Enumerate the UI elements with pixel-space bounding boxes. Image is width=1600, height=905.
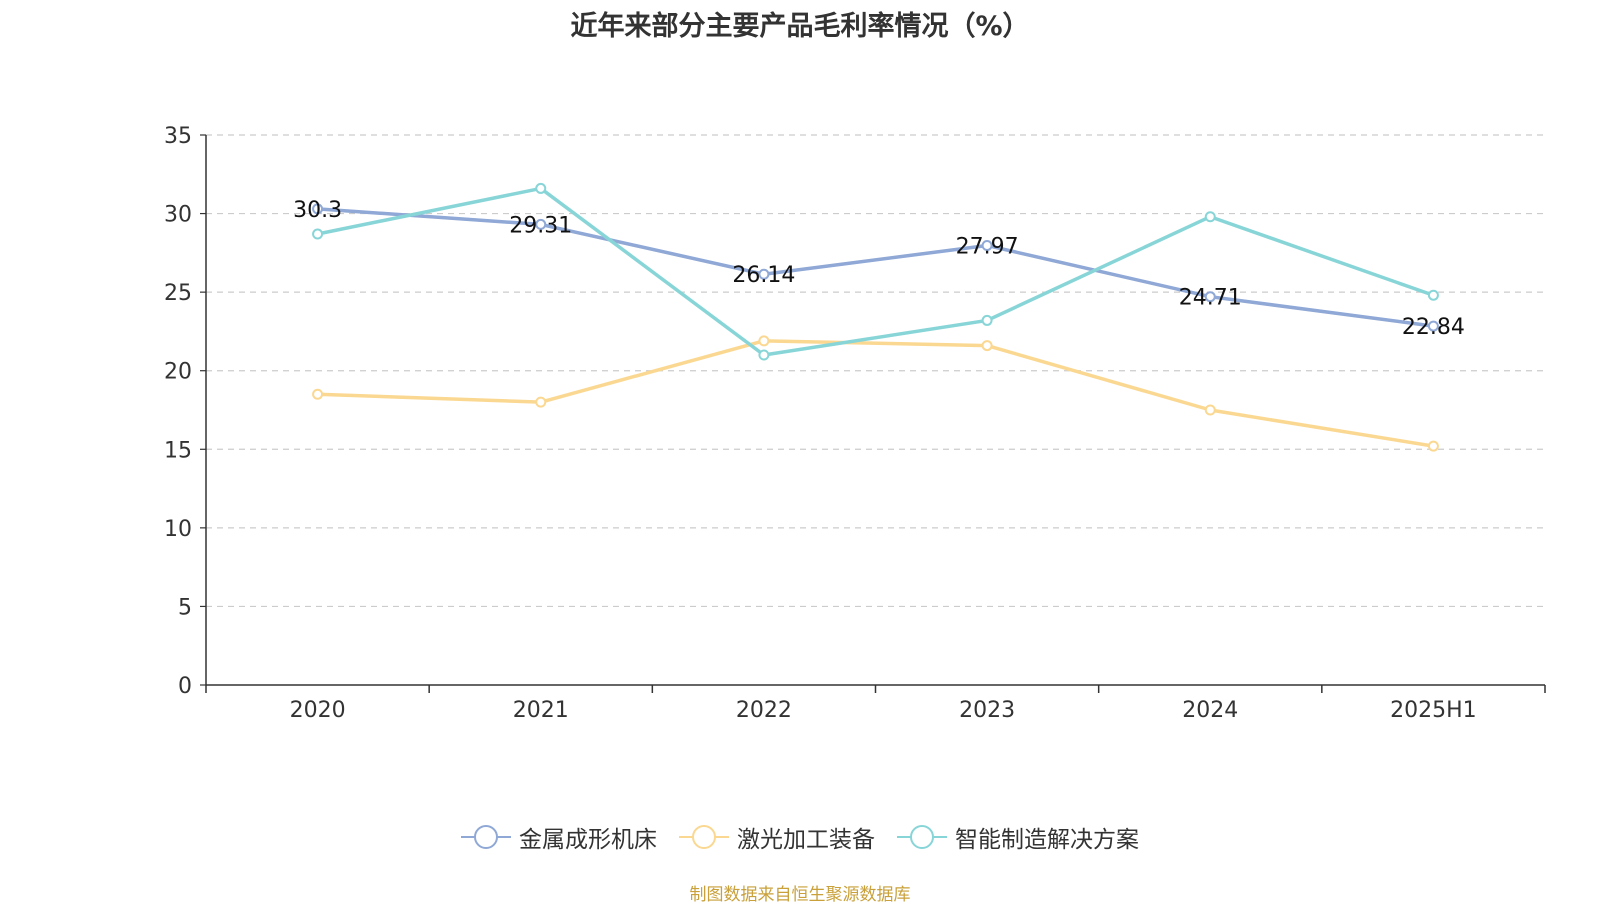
source-note: 制图数据来自恒生聚源数据库 [689, 885, 911, 905]
legend-item[interactable]: 智能制造解决方案 [897, 820, 1139, 854]
legend-label: 激光加工装备 [737, 827, 875, 853]
y-tick-label: 25 [164, 281, 192, 306]
series-lines [312, 182, 1439, 452]
data-point[interactable] [535, 218, 547, 230]
legend-label: 金属成形机床 [519, 827, 657, 853]
legend-marker-icon [461, 825, 511, 849]
data-point[interactable] [1204, 211, 1216, 223]
data-point[interactable] [312, 388, 324, 400]
data-point[interactable] [312, 228, 324, 240]
y-tick-label: 0 [178, 674, 192, 699]
data-label: 30.3 [293, 198, 342, 223]
legend-marker-icon [897, 825, 947, 849]
x-tick-label: 2025H1 [1390, 698, 1477, 723]
x-tick-label: 2024 [1182, 698, 1238, 723]
data-labels: 30.3 29.31 26.14 27.97 24.71 22.84 [293, 198, 1465, 340]
x-tick-label: 2022 [736, 698, 792, 723]
series-line [315, 207, 1436, 328]
x-tick-label: 2020 [290, 698, 346, 723]
legend-label: 智能制造解决方案 [955, 827, 1139, 853]
data-point[interactable] [981, 239, 993, 251]
data-point[interactable] [535, 182, 547, 194]
data-point[interactable] [758, 349, 770, 361]
x-tick-label: 2021 [513, 698, 569, 723]
data-point[interactable] [981, 314, 993, 326]
series-line [315, 186, 1436, 357]
data-point[interactable] [1427, 320, 1439, 332]
legend-item[interactable]: 金属成形机床 [461, 820, 657, 854]
data-point[interactable] [981, 340, 993, 352]
axes: 0 5 10 15 20 25 30 35 2020 2021 2022 2023 2024 2025H1 [164, 124, 1546, 723]
legend-circle [692, 825, 716, 849]
line-chart: 0 5 10 15 20 25 30 35 2020 2021 2022 2023 2024 2025H1… [164, 124, 1546, 723]
data-point[interactable] [535, 396, 547, 408]
data-label: 24.71 [1179, 286, 1242, 311]
y-tick-label: 35 [164, 124, 192, 149]
data-point[interactable] [1427, 440, 1439, 452]
y-tick-label: 15 [164, 438, 192, 463]
data-label: 26.14 [732, 263, 795, 288]
data-label: 27.97 [956, 234, 1019, 259]
data-label: 22.84 [1402, 315, 1465, 340]
x-tick-label: 2023 [959, 698, 1015, 723]
data-point[interactable] [1427, 289, 1439, 301]
y-tick-label: 20 [164, 360, 192, 385]
chart-title: 近年来部分主要产品毛利率情况（%） [570, 11, 1030, 42]
legend: 金属成形机床 激光加工装备 智能制造解决方案 [0, 820, 1600, 854]
data-point[interactable] [1204, 291, 1216, 303]
y-tick-label: 5 [178, 595, 192, 620]
legend-circle [474, 825, 498, 849]
data-point[interactable] [1204, 404, 1216, 416]
y-tick-label: 30 [164, 203, 192, 228]
data-point[interactable] [758, 268, 770, 280]
data-label: 29.31 [509, 213, 572, 238]
legend-circle [910, 825, 934, 849]
grid-lines [206, 134, 1545, 608]
y-tick-label: 10 [164, 517, 192, 542]
legend-marker-icon [679, 825, 729, 849]
data-point[interactable] [312, 203, 324, 215]
series-line [315, 339, 1436, 448]
legend-item[interactable]: 激光加工装备 [679, 820, 875, 854]
data-point[interactable] [758, 335, 770, 347]
